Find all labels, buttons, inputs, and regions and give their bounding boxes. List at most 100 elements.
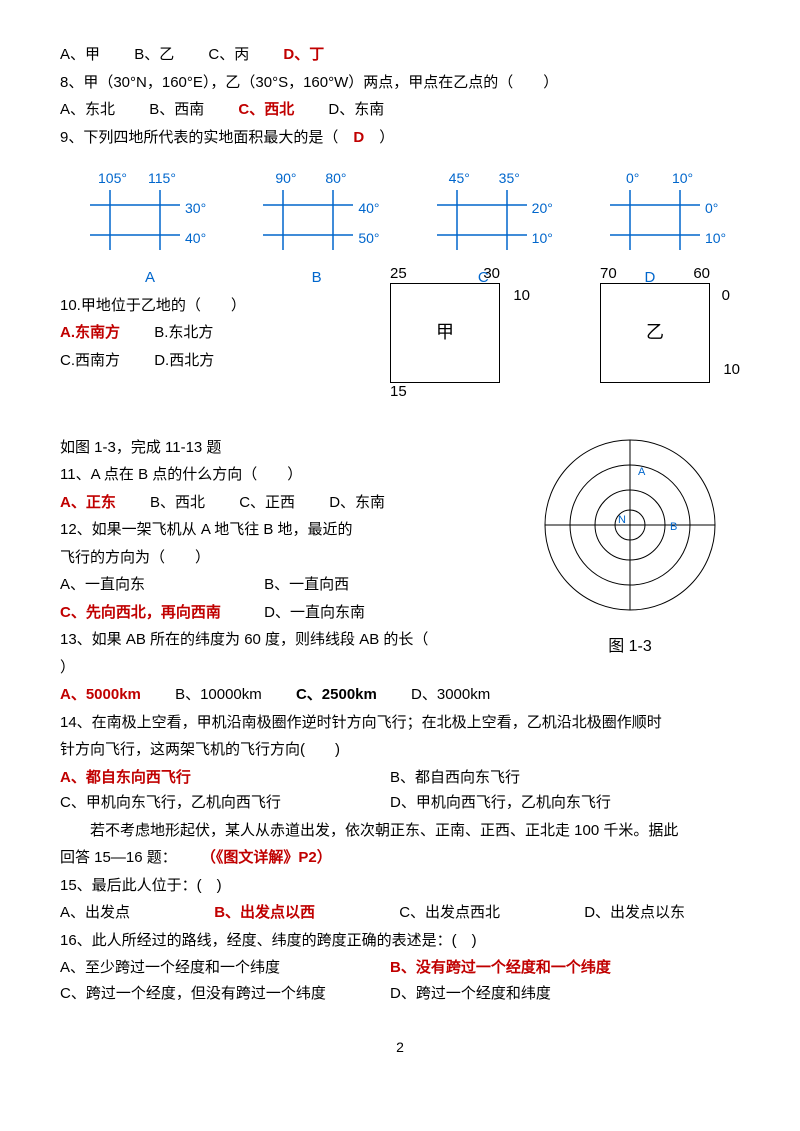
q8-text: 8、甲（30°N，160°E），乙（30°S，160°W）两点，甲点在乙点的（ … xyxy=(60,70,740,96)
q7-b: B、乙 xyxy=(134,42,174,68)
q16-d: D、跨过一个经度和纬度 xyxy=(390,981,720,1007)
square-yi: 70 60 0 乙 10 xyxy=(600,283,710,383)
grid-b-lat1: 40° xyxy=(358,197,379,221)
q11-b: B、西北 xyxy=(150,490,205,516)
q11-d: D、东南 xyxy=(329,490,385,516)
polar-A: A xyxy=(638,466,646,478)
grid-d-lat2: 10° xyxy=(705,227,726,251)
grid-c-lat2: 10° xyxy=(532,227,553,251)
sq2-tl: 70 xyxy=(600,261,617,287)
q12-a: A、一直向东 xyxy=(60,572,260,598)
q7-c: C、丙 xyxy=(208,42,249,68)
q13-b: B、10000km xyxy=(175,682,262,708)
q12-d: D、一直向东南 xyxy=(264,604,365,621)
q10-opts2: C.西南方 D.西北方 xyxy=(60,348,320,374)
q7-options: A、甲 B、乙 C、丙 D、丁 xyxy=(60,42,740,68)
q11-a: A、正东 xyxy=(60,490,116,516)
q8-a: A、东北 xyxy=(60,97,115,123)
grid-c: 45° 35° 20° 10° xyxy=(427,165,567,260)
q15-a: A、出发点 xyxy=(60,900,130,926)
grid-d: 0° 10° 0° 10° xyxy=(600,165,740,260)
q8-d: D、东南 xyxy=(328,97,384,123)
grid-d-lat1: 0° xyxy=(705,197,718,221)
q7-a: A、甲 xyxy=(60,42,100,68)
q14-opts1: A、都自东向西飞行 B、都自西向东飞行 xyxy=(60,765,740,791)
q10-c: C.西南方 xyxy=(60,348,120,374)
grid-a-lat2: 40° xyxy=(185,227,206,251)
sq1-label: 甲 xyxy=(390,283,500,383)
grid-c-lat1: 20° xyxy=(532,197,553,221)
q14-b: B、都自西向东飞行 xyxy=(390,765,720,791)
grid-a-lon2: 115° xyxy=(148,167,176,191)
polar-N: N xyxy=(618,514,626,526)
q11-opts: A、正东 B、西北 C、正西 D、东南 xyxy=(60,490,480,516)
q12-opts1: A、一直向东 B、一直向西 xyxy=(60,572,480,598)
grid-d-lon1: 0° xyxy=(626,167,639,191)
intro-1113: 如图 1-3，完成 11-13 题 xyxy=(60,435,480,461)
q12-c: C、先向西北，再向西南 xyxy=(60,600,260,626)
intro-1516-2a: 回答 15—16 题： xyxy=(60,849,177,866)
grid-b-lat2: 50° xyxy=(358,227,379,251)
sq2-trr: 0 xyxy=(722,283,730,309)
grid-letter-a: A xyxy=(80,265,220,291)
q11-13-block: 如图 1-3，完成 11-13 题 11、A 点在 B 点的什么方向（ ） A、… xyxy=(60,435,740,626)
q10-a: A.东南方 xyxy=(60,320,120,346)
grid-a: 105° 115° 30° 40° xyxy=(80,165,220,260)
grid-d-lon2: 10° xyxy=(672,167,693,191)
q10-block: 10.甲地位于乙地的（ ） A.东南方 B.东北方 C.西南方 D.西北方 25… xyxy=(60,293,740,433)
q14-c: C、甲机向东飞行，乙机向西飞行 xyxy=(60,790,390,816)
q15-d: D、出发点以东 xyxy=(584,904,685,921)
intro-1516: 若不考虑地形起伏，某人从赤道出发，依次朝正东、正南、正西、正北走 100 千米。… xyxy=(60,818,740,844)
q12-text: 12、如果一架飞机从 A 地飞往 B 地，最近的 xyxy=(60,517,480,543)
sq2-label: 乙 xyxy=(600,283,710,383)
q14-text: 14、在南极上空看，甲机沿南极圈作逆时针方向飞行；在北极上空看，乙机沿北极圈作顺… xyxy=(60,710,740,736)
q11-text: 11、A 点在 B 点的什么方向（ ） xyxy=(60,462,480,488)
q14-a: A、都自东向西飞行 xyxy=(60,765,390,791)
q16-a: A、至少跨过一个经度和一个纬度 xyxy=(60,955,390,981)
q16-text: 16、此人所经过的路线，经度、纬度的跨度正确的表述是：( ) xyxy=(60,928,740,954)
q9-text-b: D xyxy=(353,129,364,146)
grid-b-lon1: 90° xyxy=(275,167,296,191)
q8-b: B、西南 xyxy=(149,97,204,123)
sq2-tr: 60 xyxy=(693,261,710,287)
q16-opts1: A、至少跨过一个经度和一个纬度 B、没有跨过一个经度和一个纬度 xyxy=(60,955,740,981)
q13-a: A、5000km xyxy=(60,682,141,708)
q13-opts: A、5000km B、10000km C、2500km D、3000km xyxy=(60,682,740,708)
grid-b: 90° 80° 40° 50° xyxy=(253,165,393,260)
q13-c: C、2500km xyxy=(296,682,377,708)
q16-b: B、没有跨过一个经度和一个纬度 xyxy=(390,955,720,981)
sq1-tl: 25 xyxy=(390,261,407,287)
sq1-bl: 15 xyxy=(390,379,407,405)
intro-1516-ref: （《图文详解》P2） xyxy=(201,849,332,866)
q9-text: 9、下列四地所代表的实地面积最大的是（ D ） xyxy=(60,125,740,151)
q10-text: 10.甲地位于乙地的（ ） xyxy=(60,293,320,319)
q12-b: B、一直向西 xyxy=(264,576,349,593)
q9-grids: 105° 115° 30° 40° 90° 80° 40° 50° 45° 35… xyxy=(80,165,740,260)
sq2-br: 10 xyxy=(723,357,740,383)
q13-d: D、3000km xyxy=(411,682,490,708)
q10-b: B.东北方 xyxy=(154,320,213,346)
q10-opts1: A.东南方 B.东北方 xyxy=(60,320,320,346)
q9-text-c: ） xyxy=(364,129,394,146)
intro-1516-2: 回答 15—16 题： （《图文详解》P2） xyxy=(60,845,740,871)
q8-options: A、东北 B、西南 C、西北 D、东南 xyxy=(60,97,740,123)
q9-text-a: 9、下列四地所代表的实地面积最大的是（ xyxy=(60,129,353,146)
sq1-trr: 10 xyxy=(513,283,530,309)
q15-c: C、出发点西北 xyxy=(399,900,500,926)
q16-opts2: C、跨过一个经度，但没有跨过一个纬度 D、跨过一个经度和纬度 xyxy=(60,981,740,1007)
polar-B: B xyxy=(670,521,677,533)
q15-text: 15、最后此人位于：( ) xyxy=(60,873,740,899)
q14-text2: 针方向飞行，这两架飞机的飞行方向( ) xyxy=(60,737,740,763)
q12-text2: 飞行的方向为（ ） xyxy=(60,545,480,571)
grid-a-lat1: 30° xyxy=(185,197,206,221)
q8-c: C、西北 xyxy=(238,97,294,123)
grid-a-lon1: 105° xyxy=(98,167,127,191)
q11-c: C、正西 xyxy=(239,490,295,516)
q14-opts2: C、甲机向东飞行，乙机向西飞行 D、甲机向西飞行，乙机向东飞行 xyxy=(60,790,740,816)
q15-opts: A、出发点 B、出发点以西 C、出发点西北 D、出发点以东 xyxy=(60,900,740,926)
grid-c-lon2: 35° xyxy=(499,167,520,191)
square-jia: 25 30 10 甲 15 xyxy=(390,283,500,383)
grid-c-lon1: 45° xyxy=(449,167,470,191)
grid-b-lon2: 80° xyxy=(325,167,346,191)
q14-d: D、甲机向西飞行，乙机向东飞行 xyxy=(390,790,720,816)
